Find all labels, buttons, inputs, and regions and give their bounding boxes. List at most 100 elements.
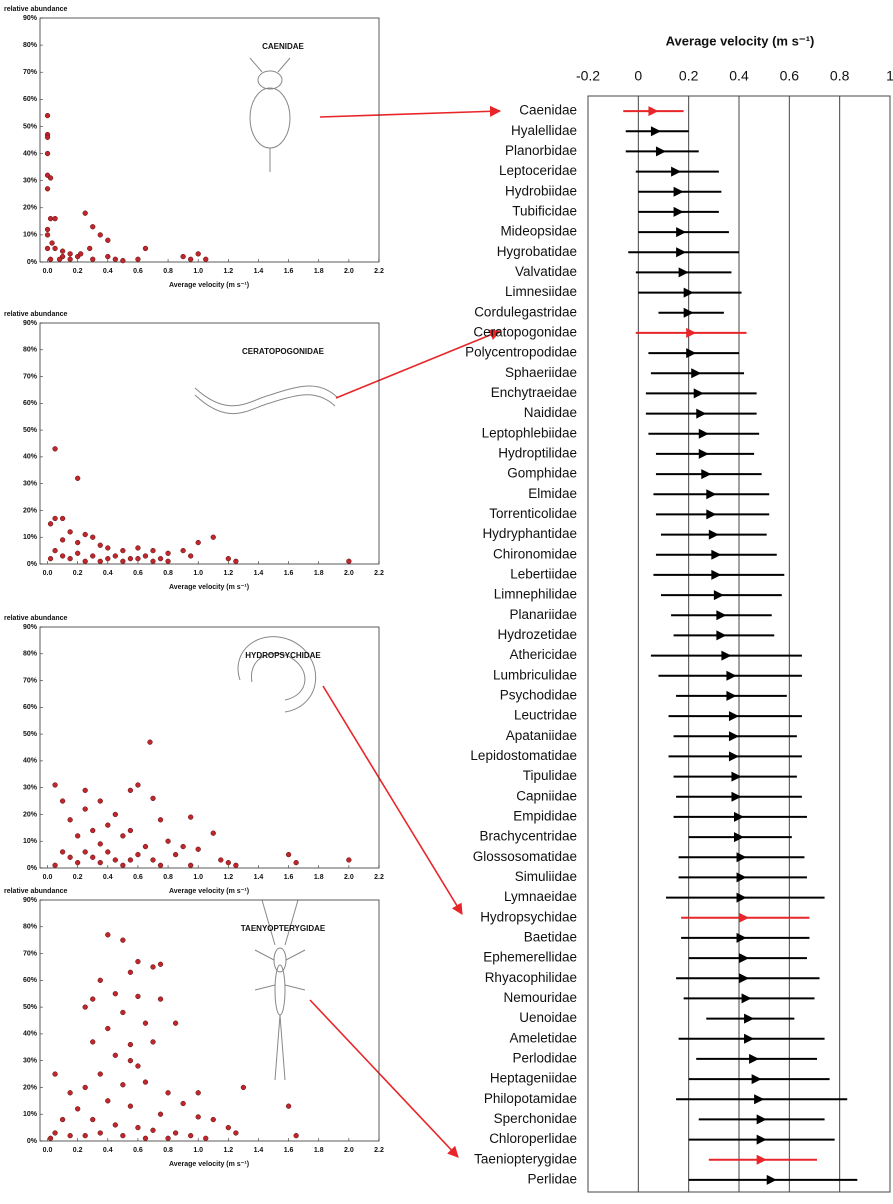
point xyxy=(98,1072,103,1077)
point xyxy=(151,796,156,801)
point xyxy=(136,1125,141,1130)
x-tick-label: 0.2 xyxy=(679,68,699,84)
point xyxy=(196,1115,201,1120)
y-tick-label: 20% xyxy=(23,1084,38,1091)
y-tick-label: 70% xyxy=(23,677,38,684)
mean-marker xyxy=(752,1074,762,1084)
point xyxy=(286,1104,291,1109)
x-tick-label: 1.8 xyxy=(314,570,324,577)
point xyxy=(166,559,171,564)
point xyxy=(83,1005,88,1010)
y-tick-label: 90% xyxy=(23,897,38,904)
mean-marker xyxy=(674,187,684,197)
mean-marker xyxy=(676,247,686,257)
family-label: Lebertiidae xyxy=(510,566,577,581)
mean-marker xyxy=(757,1114,767,1124)
family-label: Psychodidae xyxy=(500,687,577,702)
family-label: Leptophlebiidae xyxy=(482,425,577,440)
mean-marker xyxy=(737,872,747,882)
mean-marker xyxy=(656,146,666,156)
family-label: Enchytraeidae xyxy=(491,385,577,400)
point xyxy=(151,548,156,553)
point xyxy=(53,446,58,451)
point xyxy=(128,970,133,975)
point xyxy=(151,965,156,970)
point xyxy=(75,860,80,865)
point xyxy=(105,556,110,561)
point xyxy=(83,1085,88,1090)
mean-marker xyxy=(729,731,739,741)
point xyxy=(75,833,80,838)
family-label: Limnephilidae xyxy=(494,587,577,602)
point xyxy=(143,1080,148,1085)
point xyxy=(53,1072,58,1077)
y-tick-label: 90% xyxy=(23,320,38,327)
x-tick-label: 0.6 xyxy=(133,874,143,881)
figure: relative abundanceCAENIDAEAverage veloci… xyxy=(0,0,893,1204)
point xyxy=(98,232,103,237)
point xyxy=(120,1082,125,1087)
family-label: Valvatidae xyxy=(515,264,577,279)
point xyxy=(346,559,351,564)
point xyxy=(60,554,65,559)
y-tick-label: 0% xyxy=(27,561,38,568)
x-tick-label: 2.2 xyxy=(374,874,384,881)
x-tick-label: 1.6 xyxy=(284,1147,294,1154)
point xyxy=(136,1064,141,1069)
point xyxy=(53,216,58,221)
family-label: Torrenticolidae xyxy=(489,506,577,521)
point xyxy=(120,548,125,553)
family-label: Ceratopogonidae xyxy=(473,324,577,339)
family-label: Heptageniidae xyxy=(490,1071,577,1086)
point xyxy=(45,151,50,156)
family-label: Simuliidae xyxy=(515,869,577,884)
point xyxy=(90,224,95,229)
y-tick-label: 30% xyxy=(23,1058,38,1065)
point xyxy=(181,844,186,849)
y-tick-label: 30% xyxy=(23,481,38,488)
point xyxy=(188,815,193,820)
point xyxy=(75,476,80,481)
x-tick-label: 1.6 xyxy=(284,874,294,881)
family-label: Gomphidae xyxy=(507,466,577,481)
x-tick-label: 0.8 xyxy=(163,874,173,881)
x-tick-label: 1.2 xyxy=(223,570,233,577)
x-tick-label: 0.2 xyxy=(73,570,83,577)
family-label: Polycentropodidae xyxy=(465,345,577,360)
point xyxy=(98,842,103,847)
mean-marker xyxy=(706,489,716,499)
family-label: Uenoidae xyxy=(519,1010,577,1025)
x-tick-label: 0.6 xyxy=(133,268,143,275)
panel-title: HYDROPSYCHIDAE xyxy=(245,651,321,660)
mean-marker xyxy=(716,610,726,620)
point xyxy=(105,932,110,937)
family-label: Hygrobatidae xyxy=(497,244,577,259)
x-tick-label: 1.2 xyxy=(223,1147,233,1154)
mean-marker xyxy=(726,691,736,701)
point xyxy=(120,559,125,564)
x-tick-label: 2.0 xyxy=(344,1147,354,1154)
x-tick-label: 1.0 xyxy=(193,268,203,275)
point xyxy=(53,516,58,521)
mean-marker xyxy=(754,1094,764,1104)
mean-marker xyxy=(699,429,709,439)
point xyxy=(226,860,231,865)
point xyxy=(60,799,65,804)
family-label: Empididae xyxy=(513,808,577,823)
mean-marker xyxy=(686,348,696,358)
x-tick-label: 0.2 xyxy=(73,268,83,275)
point xyxy=(48,521,53,526)
mean-marker xyxy=(709,530,719,540)
point xyxy=(188,554,193,559)
point xyxy=(128,788,133,793)
point xyxy=(158,962,163,967)
point xyxy=(143,246,148,251)
y-tick-label: 50% xyxy=(23,427,38,434)
y-tick-label: 80% xyxy=(23,347,38,354)
family-label: Capniidae xyxy=(516,788,577,803)
y-tick-label: 60% xyxy=(23,96,38,103)
point xyxy=(98,978,103,983)
point xyxy=(68,556,73,561)
point xyxy=(143,1021,148,1026)
point xyxy=(158,1112,163,1117)
